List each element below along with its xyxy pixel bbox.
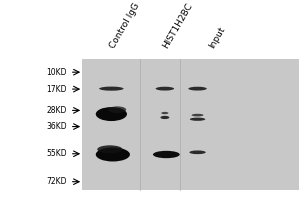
- FancyBboxPatch shape: [82, 59, 298, 190]
- Text: 55KD: 55KD: [46, 149, 67, 158]
- Text: HIST1H2BC: HIST1H2BC: [161, 2, 195, 50]
- Text: 28KD: 28KD: [46, 106, 67, 115]
- Ellipse shape: [99, 87, 124, 91]
- Text: 17KD: 17KD: [46, 85, 67, 94]
- Text: 36KD: 36KD: [46, 122, 67, 131]
- Ellipse shape: [96, 148, 130, 161]
- Ellipse shape: [97, 145, 122, 153]
- Ellipse shape: [156, 87, 174, 91]
- Ellipse shape: [96, 107, 127, 121]
- Text: 72KD: 72KD: [46, 177, 67, 186]
- Text: Control IgG: Control IgG: [108, 1, 141, 50]
- Ellipse shape: [190, 118, 205, 121]
- Ellipse shape: [189, 150, 206, 154]
- Ellipse shape: [192, 114, 203, 116]
- Text: Input: Input: [208, 25, 227, 50]
- Ellipse shape: [161, 112, 168, 114]
- Ellipse shape: [153, 151, 180, 158]
- Ellipse shape: [188, 87, 207, 91]
- Ellipse shape: [108, 106, 126, 113]
- Ellipse shape: [160, 116, 169, 119]
- Text: 10KD: 10KD: [46, 68, 67, 77]
